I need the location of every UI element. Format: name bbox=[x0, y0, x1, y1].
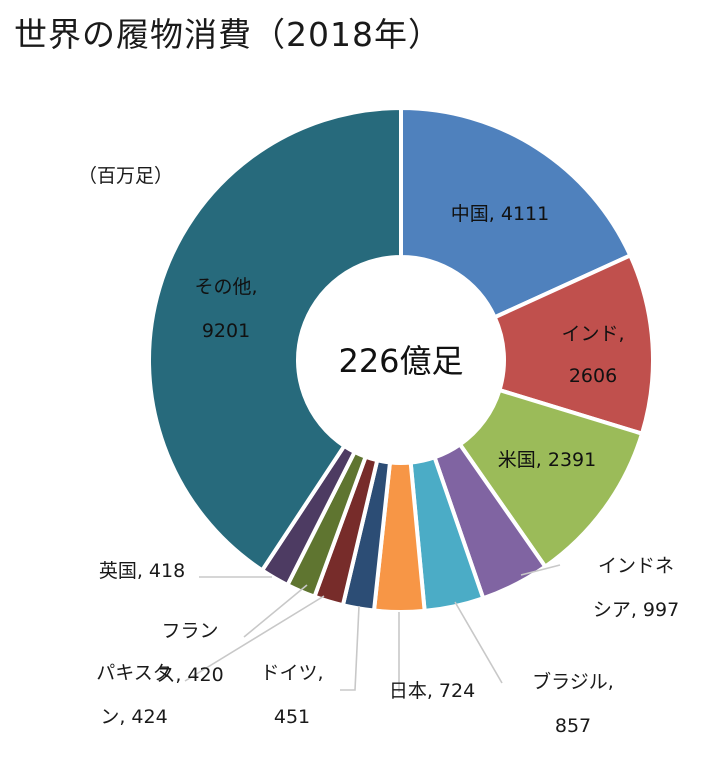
segment-label-line: インドネ bbox=[598, 555, 674, 577]
segment-label-10: 英国, 418 bbox=[99, 560, 185, 582]
chart-title: 世界の履物消費（2018年） bbox=[14, 15, 442, 54]
segment-label-line: ドイツ, bbox=[260, 662, 323, 684]
segment-label-line: 英国, 418 bbox=[99, 560, 185, 582]
segment-label-line: 日本, 724 bbox=[389, 680, 475, 702]
segment-label-2: インド, 2606 bbox=[561, 323, 624, 387]
segment-label-8: パキスタン, 424 bbox=[96, 662, 171, 728]
segment-label-9: フランス, 420 bbox=[156, 620, 223, 686]
leader-line-4 bbox=[520, 564, 561, 576]
segment-label-line: パキスタ bbox=[96, 662, 171, 684]
segment-label-3: 米国, 2391 bbox=[498, 449, 596, 471]
segment-label-5: ブラジル, 857 bbox=[532, 670, 614, 737]
segment-label-line: ン, 424 bbox=[100, 706, 167, 728]
segment-label-line: 中国, 4111 bbox=[451, 203, 549, 225]
leader-line-5 bbox=[454, 601, 503, 684]
leader-line-8 bbox=[184, 595, 325, 682]
unit-label: （百万足） bbox=[78, 165, 173, 187]
segment-label-line: 2606 bbox=[569, 365, 617, 387]
segment-label-7: ドイツ, 451 bbox=[260, 662, 323, 728]
segment-label-line: ブラジル, bbox=[532, 670, 614, 693]
segment-label-6: 日本, 724 bbox=[389, 680, 475, 702]
segment-1 bbox=[399, 105, 633, 320]
center-total-label: 226億足 bbox=[338, 342, 463, 380]
donut-hole bbox=[298, 257, 504, 463]
segment-label-line: フラン bbox=[161, 620, 218, 642]
segment-label-line: シア, 997 bbox=[593, 599, 679, 621]
segment-label-line: インド, bbox=[561, 323, 624, 345]
segment-label-line: ス, 420 bbox=[156, 664, 223, 686]
segment-label-4: インドネシア, 997 bbox=[593, 555, 679, 621]
leader-line-9 bbox=[243, 584, 308, 638]
segment-label-11: その他, 9201 bbox=[194, 276, 257, 342]
segment-label-line: 9201 bbox=[202, 320, 250, 342]
segment-label-line: 451 bbox=[274, 706, 310, 728]
leader-lines bbox=[184, 564, 561, 692]
leader-line-7 bbox=[340, 605, 360, 691]
segment-label-line: その他, bbox=[194, 276, 257, 298]
segment-label-line: 857 bbox=[555, 715, 591, 737]
segment-label-1: 中国, 4111 bbox=[451, 203, 549, 225]
segment-label-line: 米国, 2391 bbox=[498, 449, 596, 471]
segment-labels: 中国, 4111 インド, 2606 米国, 2391 インドネシア, 997 ブラジル,… bbox=[96, 203, 679, 737]
